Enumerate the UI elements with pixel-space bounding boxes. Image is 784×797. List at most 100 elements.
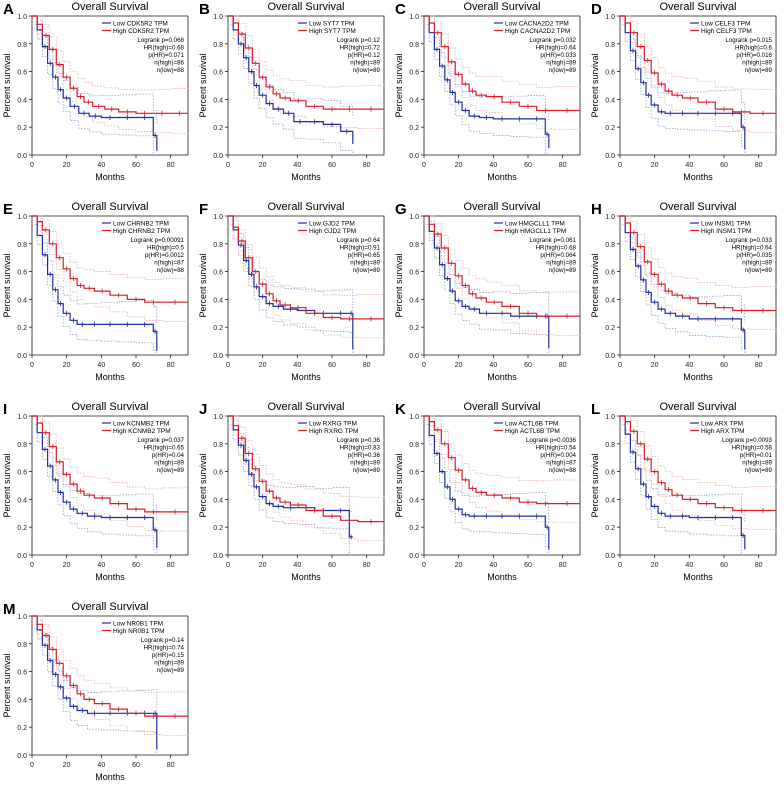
x-axis-label: Months bbox=[487, 372, 517, 382]
stat-line: n(low)=89 bbox=[745, 467, 773, 474]
y-tick-label: 0.2 bbox=[213, 525, 223, 532]
plot-frame bbox=[31, 15, 189, 156]
x-axis-label: Months bbox=[683, 172, 713, 182]
y-axis-label: Percent survival bbox=[2, 253, 12, 317]
panel-k: K Overall Survival 0.0 0.2 0.4 0.6 0.8 1.0 0 20 40… bbox=[394, 401, 581, 582]
x-tick-label: 0 bbox=[30, 562, 34, 569]
x-tick-label: 0 bbox=[618, 362, 622, 369]
survival-curve-low bbox=[620, 215, 746, 350]
y-tick-label: 0.0 bbox=[409, 553, 419, 560]
y-axis-label: Percent survival bbox=[590, 453, 600, 517]
y-tick-label: 1.0 bbox=[17, 414, 27, 421]
stat-line: n(low)=89 bbox=[353, 467, 381, 474]
stat-line: p(HR)=0.65 bbox=[348, 252, 381, 259]
y-tick-label: 0.4 bbox=[17, 497, 27, 504]
x-tick-label: 20 bbox=[455, 562, 463, 569]
ci-upper-high bbox=[32, 215, 189, 280]
y-axis-label: Percent survival bbox=[2, 53, 12, 117]
y-tick-label: 0.0 bbox=[213, 153, 223, 160]
stat-line: n(high)=87 bbox=[154, 260, 184, 267]
y-tick-label: 1.0 bbox=[17, 14, 27, 21]
x-tick-label: 20 bbox=[259, 362, 267, 369]
y-tick-label: 1.0 bbox=[409, 214, 419, 221]
legend-entry: High CHRNB2 TPM bbox=[113, 228, 170, 235]
y-tick-label: 0.2 bbox=[17, 725, 27, 732]
stat-line: HR(high)=0.91 bbox=[340, 245, 381, 252]
x-tick-label: 0 bbox=[30, 162, 34, 169]
y-tick-label: 1.0 bbox=[213, 414, 223, 421]
ci-lower-low bbox=[228, 223, 354, 355]
survival-curve-high bbox=[620, 415, 776, 512]
ci-lower-high bbox=[620, 223, 777, 331]
x-tick-label: 60 bbox=[328, 562, 336, 569]
x-tick-label: 20 bbox=[651, 362, 659, 369]
y-tick-label: 0.6 bbox=[605, 70, 615, 77]
x-tick-label: 80 bbox=[559, 162, 567, 169]
ci-upper-high bbox=[620, 15, 777, 90]
y-tick-label: 0.2 bbox=[605, 125, 615, 132]
panel-title: Overall Survival bbox=[659, 401, 736, 413]
stat-line: HR(high)=0.83 bbox=[340, 445, 381, 452]
y-tick-label: 1.0 bbox=[605, 414, 615, 421]
panel-i: I Overall Survival 0.0 0.2 0.4 0.6 0.8 1.0 0 20 40… bbox=[2, 401, 189, 582]
x-tick-label: 20 bbox=[63, 362, 71, 369]
y-tick-label: 0.2 bbox=[605, 525, 615, 532]
ci-lower-high bbox=[32, 423, 189, 532]
stat-line: n(low)=89 bbox=[353, 267, 381, 274]
ci-upper-low bbox=[424, 15, 550, 122]
stat-line: p(HR)=0.15 bbox=[152, 652, 185, 659]
x-axis-label: Months bbox=[683, 372, 713, 382]
y-axis-label: Percent survival bbox=[590, 53, 600, 117]
y-tick-label: 1.0 bbox=[17, 214, 27, 221]
stat-line: n(low)=89 bbox=[549, 67, 577, 74]
ci-lower-high bbox=[424, 23, 581, 131]
x-tick-label: 20 bbox=[63, 762, 71, 769]
x-tick-label: 40 bbox=[489, 362, 497, 369]
panel-title: Overall Survival bbox=[71, 201, 148, 213]
legend-entry: Low ACTL6B TPM bbox=[505, 421, 558, 428]
x-tick-label: 20 bbox=[651, 162, 659, 169]
y-tick-label: 0.6 bbox=[409, 470, 419, 477]
ci-lower-low bbox=[620, 23, 746, 155]
panel-b: B Overall Survival 0.0 0.2 0.4 0.6 0.8 1.0 0 20 40… bbox=[198, 1, 385, 182]
stat-line: p(HR)=0.004 bbox=[540, 452, 576, 459]
y-tick-label: 0.2 bbox=[213, 325, 223, 332]
legend-entry: Low HMGCLL1 TPM bbox=[505, 221, 565, 228]
ci-upper-high bbox=[32, 15, 189, 91]
panel-title: Overall Survival bbox=[659, 1, 736, 13]
panel-letter: A bbox=[3, 1, 14, 18]
legend-entry: Low NR0B1 TPM bbox=[113, 621, 163, 628]
y-tick-label: 1.0 bbox=[213, 14, 223, 21]
survival-curve-low bbox=[228, 215, 354, 350]
y-axis-label: Percent survival bbox=[198, 453, 208, 517]
stat-line: HR(high)=0.6 bbox=[735, 45, 773, 52]
x-axis-label: Months bbox=[95, 772, 125, 782]
plot-frame bbox=[227, 215, 385, 356]
x-tick-label: 60 bbox=[720, 362, 728, 369]
y-tick-label: 0.0 bbox=[17, 553, 27, 560]
ci-lower-low bbox=[32, 23, 158, 156]
x-tick-label: 60 bbox=[524, 162, 532, 169]
legend-entry: Low INSM1 TPM bbox=[701, 221, 750, 228]
ci-lower-high bbox=[424, 423, 581, 524]
stat-line: Logrank p=0.14 bbox=[141, 637, 185, 644]
ci-upper-high bbox=[620, 215, 777, 288]
ci-upper-high bbox=[424, 215, 581, 294]
stat-line: n(low)=89 bbox=[157, 667, 185, 674]
y-tick-label: 0.6 bbox=[409, 270, 419, 277]
x-tick-label: 0 bbox=[30, 762, 34, 769]
ci-upper-high bbox=[32, 615, 189, 694]
stat-line: HR(high)=0.58 bbox=[732, 445, 773, 452]
x-tick-label: 40 bbox=[293, 562, 301, 569]
ci-upper-high bbox=[32, 415, 189, 490]
panel-letter: K bbox=[395, 401, 406, 418]
x-tick-label: 60 bbox=[524, 362, 532, 369]
stat-line: n(high)=89 bbox=[154, 660, 184, 667]
ci-upper-low bbox=[620, 215, 746, 323]
y-tick-label: 0.8 bbox=[17, 42, 27, 49]
y-axis-label: Percent survival bbox=[2, 453, 12, 517]
plot-frame bbox=[31, 215, 189, 356]
x-tick-label: 40 bbox=[293, 362, 301, 369]
y-tick-label: 0.0 bbox=[409, 153, 419, 160]
y-tick-label: 0.8 bbox=[605, 242, 615, 249]
